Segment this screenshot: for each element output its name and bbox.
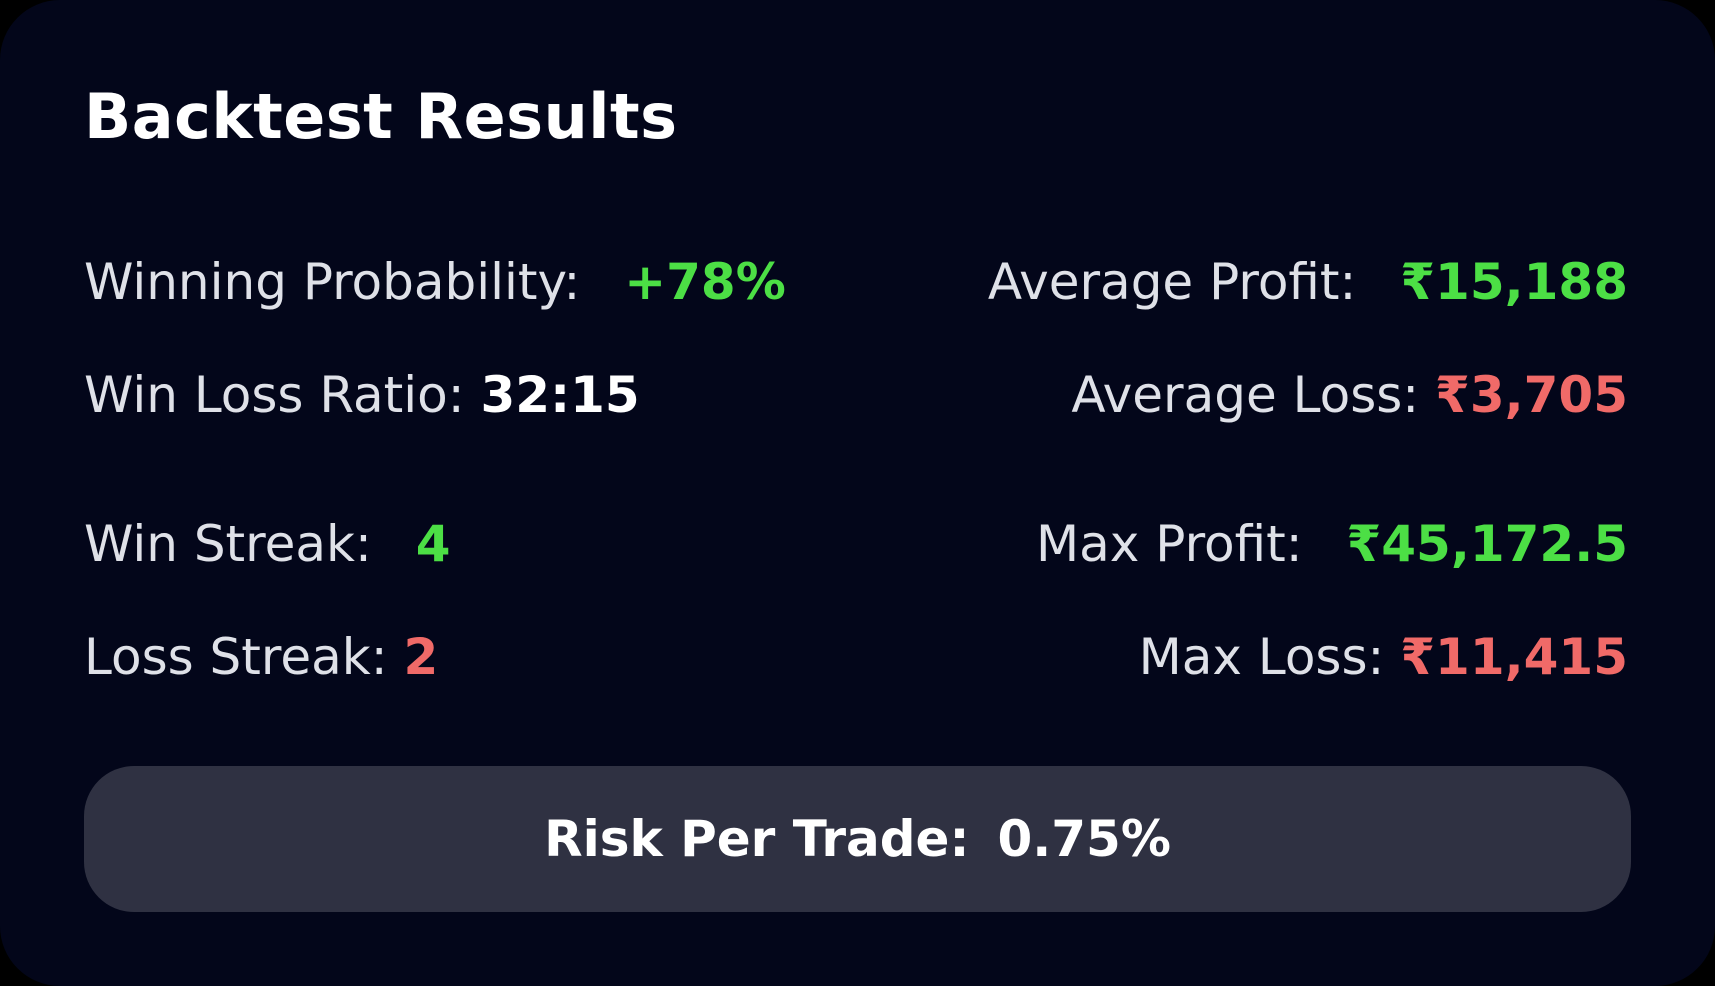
stat-label: Loss Streak: xyxy=(84,628,388,686)
stat-label: Win Streak: xyxy=(84,515,372,573)
stat-average-profit: Average Profit: ₹15,188 xyxy=(988,252,1628,312)
stat-label: Average Profit: xyxy=(987,253,1357,311)
stat-winning-probability: Winning Probability: +78% xyxy=(84,252,786,312)
stat-max-profit: Max Profit: ₹45,172.5 xyxy=(1036,514,1628,574)
stat-value: +78% xyxy=(624,253,786,311)
stat-value: ₹11,415 xyxy=(1400,628,1628,686)
stat-label: Win Loss Ratio: xyxy=(84,366,465,424)
risk-label: Risk Per Trade: xyxy=(544,810,970,868)
card-title: Backtest Results xyxy=(84,80,678,153)
stat-label: Average Loss: xyxy=(1071,366,1420,424)
stat-average-loss: Average Loss: ₹3,705 xyxy=(1071,365,1628,425)
stat-win-loss-ratio: Win Loss Ratio: 32:15 xyxy=(84,365,640,425)
stat-max-loss: Max Loss: ₹11,415 xyxy=(1139,627,1628,687)
stat-value: 2 xyxy=(403,628,439,686)
risk-value: 0.75% xyxy=(997,810,1171,868)
risk-per-trade-panel: Risk Per Trade: 0.75% xyxy=(84,766,1631,912)
stat-value: 4 xyxy=(415,515,451,573)
stat-value: 32:15 xyxy=(480,366,640,424)
stat-label: Max Loss: xyxy=(1138,628,1385,686)
stat-label: Winning Probability: xyxy=(84,253,581,311)
stat-loss-streak: Loss Streak: 2 xyxy=(84,627,438,687)
stat-value: ₹15,188 xyxy=(1400,253,1628,311)
stat-value: ₹45,172.5 xyxy=(1346,515,1628,573)
stat-label: Max Profit: xyxy=(1036,515,1303,573)
stat-win-streak: Win Streak: 4 xyxy=(84,514,451,574)
stat-value: ₹3,705 xyxy=(1435,366,1628,424)
